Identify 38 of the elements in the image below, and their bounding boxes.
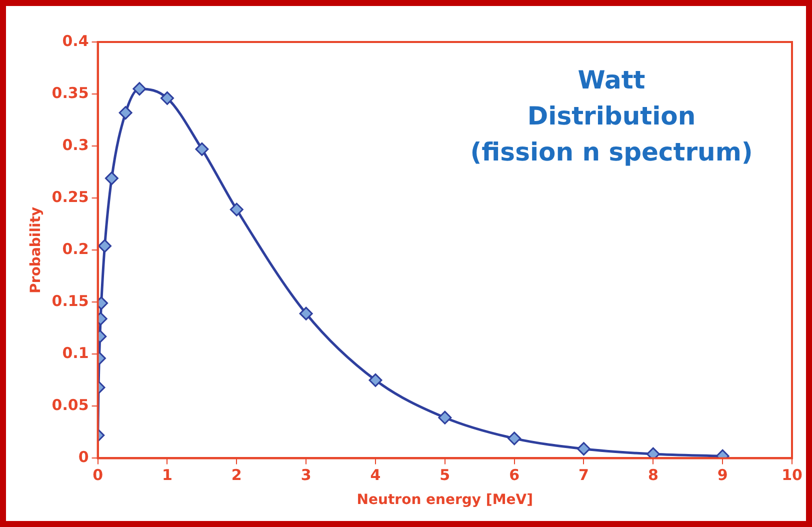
point (576, 442, 590, 456)
x-tick-label: 2 (231, 466, 242, 484)
point (132, 82, 146, 96)
point (195, 142, 209, 156)
annotation: (fission n spectrum) (470, 138, 753, 166)
point (646, 447, 660, 458)
point (230, 202, 244, 216)
y-axis-title: Probability (28, 206, 44, 294)
x-tick-label: 8 (648, 466, 658, 484)
y-tick-label: 0.15 (52, 292, 89, 310)
point (104, 172, 118, 186)
y-tick-label: 0.25 (52, 188, 89, 206)
x-tick-label: 9 (717, 466, 728, 484)
point (438, 410, 452, 424)
point (299, 306, 313, 320)
y-tick-label: 0 (78, 448, 89, 466)
y-tick-label: 0.05 (52, 396, 89, 414)
x-tick-label: 1 (162, 466, 172, 484)
annotation: Watt (578, 66, 646, 94)
y-tick-label: 0.35 (52, 84, 89, 102)
x-axis-title: Neutron energy [MeV] (356, 492, 533, 508)
y-tick-label: 0.1 (62, 344, 89, 362)
x-tick-label: 4 (370, 466, 381, 484)
x-tick-label: 5 (440, 466, 450, 484)
point (98, 239, 112, 253)
x-tick-label: 0 (92, 466, 104, 484)
x-tick-label: 6 (509, 466, 520, 484)
point (508, 432, 522, 446)
point (368, 373, 382, 387)
x-tick-label: 7 (578, 466, 589, 484)
point (160, 91, 174, 105)
y-tick-label: 0.2 (62, 240, 89, 258)
y-tick-label: 0.3 (62, 136, 89, 154)
y-tick-label: 0.4 (62, 32, 89, 50)
x-tick-label: 3 (300, 466, 312, 484)
annotation: Distribution (527, 102, 696, 130)
point (118, 106, 132, 120)
x-tick-label: 10 (782, 466, 802, 484)
